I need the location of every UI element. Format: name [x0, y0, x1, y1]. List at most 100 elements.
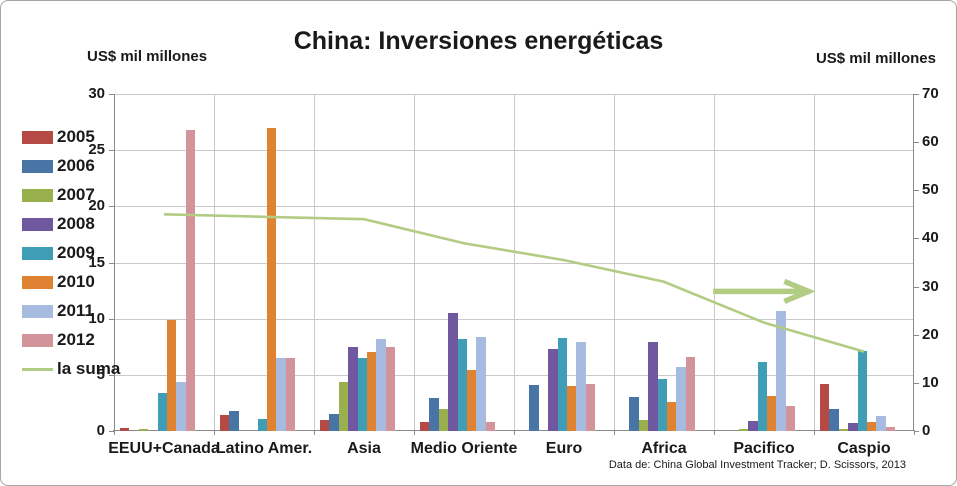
right-axis-title: US$ mil millones [815, 50, 936, 67]
gridline-vertical [714, 94, 715, 431]
bottom-tick-mark [314, 431, 315, 435]
bar-2009-caspio [857, 351, 867, 431]
bar-2012-africa [685, 356, 696, 431]
right-tick-mark [914, 431, 919, 432]
bottom-tick-mark [214, 431, 215, 435]
left-tick-25: 25 [88, 141, 105, 159]
x-axis-line [113, 430, 915, 431]
bar-2010-caspio [867, 422, 877, 431]
legend-label: 2010 [57, 272, 95, 291]
left-tick-5: 5 [96, 365, 105, 383]
bar-2011-caspio [876, 416, 886, 431]
legend-swatch-icon [22, 246, 53, 260]
category-label-euro: Euro [545, 440, 583, 457]
bar-2012-eeuu-canada [185, 129, 196, 431]
legend-swatch-icon [22, 275, 53, 289]
bar-2009-africa [657, 379, 667, 431]
gridline-vertical [414, 94, 415, 431]
right-tick-mark [914, 142, 919, 144]
bar-2006-medio-oriente [429, 398, 439, 431]
right-tick-70: 70 [922, 85, 939, 102]
bar-2006-latino-amer- [229, 410, 239, 431]
legend-item-2011: 2011 [22, 301, 94, 321]
bar-2005-medio-oriente [420, 422, 430, 431]
left-tick-mark [109, 318, 114, 320]
legend-label: 2008 [57, 214, 95, 233]
left-tick-20: 20 [88, 197, 105, 215]
left-axis-title: US$ mil millones [87, 48, 208, 65]
bar-2008-asia [348, 346, 358, 431]
gridline-vertical [814, 94, 815, 431]
arrow-head-icon [783, 278, 816, 304]
category-label-latino-amer-: Latino Amer. [215, 440, 313, 457]
legend-swatch-icon [22, 304, 53, 318]
bar-2006-euro [529, 384, 539, 431]
category-label-eeuu-canada: EEUU+Canada [108, 440, 220, 457]
bar-2011-eeuu-canada [176, 381, 186, 431]
bar-2010-latino-amer- [267, 127, 277, 431]
bar-2008-medio-oriente [448, 313, 458, 431]
bar-2011-asia [376, 338, 386, 431]
left-tick-mark [109, 94, 114, 95]
left-tick-30: 30 [88, 85, 105, 102]
bar-2007-caspio [838, 428, 849, 431]
bar-2007-asia [338, 381, 349, 431]
bar-2010-medio-oriente [467, 370, 477, 431]
category-label-medio-oriente: Medio Oriente [410, 440, 518, 457]
source-note: Data de: China Global Investment Tracker… [608, 459, 906, 471]
right-tick-mark [914, 190, 919, 192]
bar-2007-pacifico [738, 428, 749, 431]
legend-item-2008: 2008 [22, 214, 95, 234]
bar-2005-asia [320, 419, 330, 431]
gridline-vertical [614, 94, 615, 431]
right-tick-mark [914, 94, 919, 95]
right-tick-mark [914, 286, 919, 288]
legend-item-2010: 2010 [22, 272, 95, 292]
bar-2012-caspio [885, 426, 896, 431]
plot-area [113, 94, 915, 431]
legend-item-2007: 2007 [22, 185, 95, 205]
legend-swatch-icon [22, 159, 53, 173]
bar-2011-euro [576, 342, 586, 431]
gridline-vertical [514, 94, 515, 431]
bar-2011-pacifico [776, 310, 786, 431]
legend-item-2006: 2006 [22, 156, 95, 176]
bottom-tick-mark [914, 431, 915, 435]
bar-2012-asia [385, 346, 396, 431]
legend-label: 2011 [57, 301, 94, 320]
bottom-tick-mark [514, 431, 515, 435]
legend-item-2009: 2009 [22, 243, 95, 263]
bar-2007-medio-oriente [438, 408, 449, 431]
legend-item-la-suma: la suma [22, 359, 120, 379]
bar-2011-medio-oriente [476, 336, 486, 431]
bar-2012-pacifico [785, 406, 796, 431]
bar-2006-africa [629, 397, 639, 431]
chart-title: China: Inversiones energéticas [293, 27, 664, 55]
bottom-tick-mark [814, 431, 815, 435]
left-tick-mark [109, 374, 114, 376]
legend-label: 2009 [57, 243, 95, 262]
left-tick-15: 15 [88, 253, 105, 271]
legend-label: la suma [57, 359, 121, 378]
bar-2007-africa [638, 419, 649, 431]
la-suma-line-layer [163, 213, 865, 353]
category-label-caspio: Caspio [837, 440, 891, 457]
bar-2006-asia [329, 414, 339, 431]
legend-swatch-icon [22, 130, 53, 144]
left-tick-mark [109, 262, 114, 264]
category-label-pacifico: Pacifico [733, 440, 795, 457]
bottom-tick-mark [714, 431, 715, 435]
bar-2009-pacifico [757, 362, 767, 431]
right-tick-20: 20 [922, 325, 939, 343]
bar-2009-latino-amer- [257, 418, 267, 431]
legend-swatch-icon [22, 188, 53, 202]
right-tick-mark [914, 382, 919, 384]
bottom-tick-mark [414, 431, 415, 435]
bar-2012-euro [585, 383, 596, 431]
gridline-vertical [314, 94, 315, 431]
y-axis-right-line [913, 94, 914, 431]
right-tick-10: 10 [922, 373, 939, 391]
bar-2005-caspio [820, 383, 830, 431]
y-axis-left-line [114, 94, 115, 431]
